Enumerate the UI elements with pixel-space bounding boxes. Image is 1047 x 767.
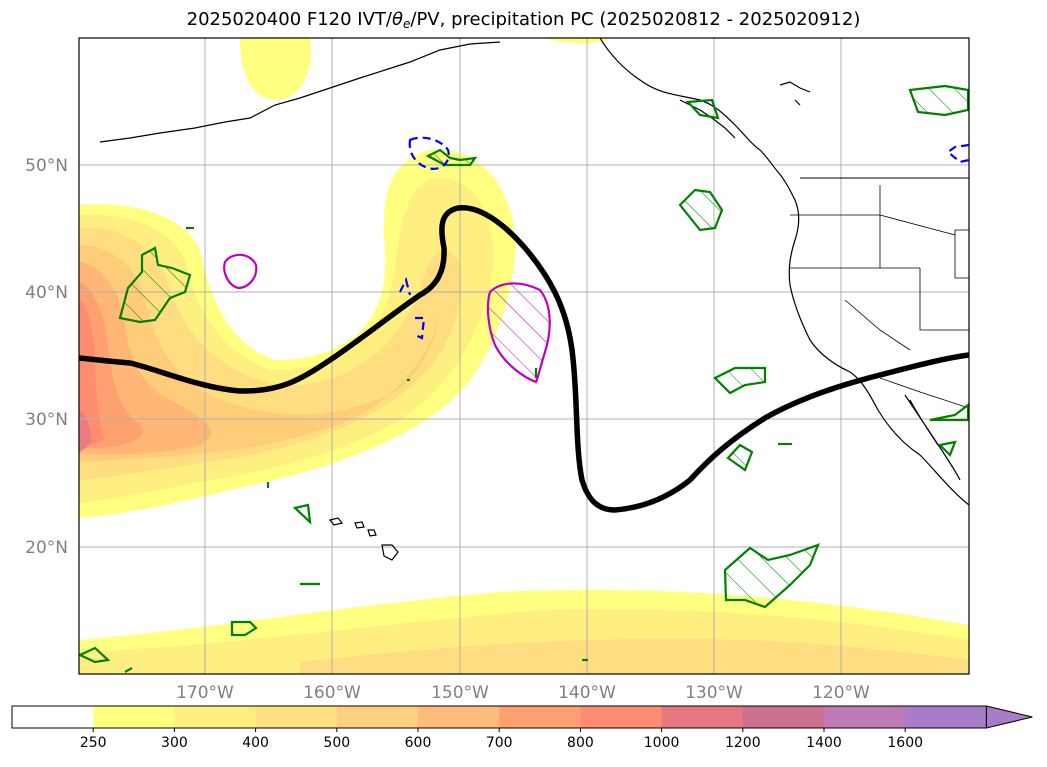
- precip-positive: [79, 84, 969, 673]
- colorbar-tick-label: 500: [323, 735, 350, 751]
- colorbar-segment: [824, 706, 906, 728]
- precip-region: [726, 443, 754, 472]
- ivt-band-800: [79, 300, 104, 446]
- colorbar-tick-label: 800: [567, 735, 594, 751]
- precip-region: [292, 503, 312, 525]
- lon-label: 130°W: [685, 683, 743, 703]
- colorbar-segment: [12, 706, 94, 728]
- lon-label: 150°W: [431, 683, 489, 703]
- lat-label: 50°N: [25, 156, 68, 176]
- precip-region: [685, 98, 720, 120]
- precip-region: [723, 543, 820, 609]
- colorbar-segment: [661, 706, 744, 728]
- lon-label: 170°W: [176, 683, 234, 703]
- pv-contour: [79, 205, 969, 513]
- colorbar-tick-label: 600: [405, 735, 432, 751]
- precip-negative: [399, 136, 969, 340]
- colorbar-tick-label: 1200: [725, 735, 761, 751]
- lon-label: 120°W: [812, 683, 870, 703]
- colorbar-segment: [174, 706, 257, 728]
- colorbar-segment: [255, 706, 338, 728]
- ivt-band-1000: [79, 410, 92, 452]
- precip-negative-region: [946, 143, 969, 164]
- colorbar-tick-label: 250: [80, 735, 107, 751]
- ivt-north-patch: [240, 38, 312, 101]
- colorbar: 250 300 400 500 600 700 800 1000 1200 1400 1600: [11, 705, 1033, 751]
- lat-label: 40°N: [25, 283, 68, 303]
- coastlines: [99, 38, 969, 506]
- colorbar-segment: [336, 706, 419, 728]
- colorbar-tick-label: 1000: [644, 735, 680, 751]
- lat-labels: 50°N 40°N 30°N 20°N: [25, 156, 68, 558]
- map-area: [79, 38, 969, 674]
- colorbar-segment: [93, 706, 175, 728]
- colorbar-extend-arrow: [985, 705, 1033, 729]
- ivt-south-band-400: [300, 638, 969, 674]
- lon-labels: 170°W 160°W 150°W 140°W 130°W 120°W: [176, 683, 870, 703]
- precip-region: [425, 148, 478, 167]
- lat-label: 30°N: [25, 410, 68, 430]
- aleutian-arc: [99, 41, 501, 143]
- baja-coast: [904, 394, 961, 481]
- colorbar-segment: [742, 706, 825, 728]
- mexico-border: [879, 377, 969, 409]
- colorbar-tick-label: 700: [486, 735, 513, 751]
- ivt-north-patch-2: [545, 38, 610, 44]
- state-borders: [790, 185, 969, 351]
- lat-label: 20°N: [25, 538, 68, 558]
- precip-region: [937, 440, 957, 457]
- colorbar-segment: [905, 706, 987, 728]
- precip-region: [678, 188, 724, 232]
- precip-region: [118, 246, 192, 324]
- precip-negative-region: [408, 136, 450, 170]
- colorbar-segment: [418, 706, 500, 728]
- precip-strong-region: [223, 253, 258, 290]
- precip-region: [79, 646, 111, 664]
- precip-negative-region: [414, 316, 426, 340]
- colorbar-segment: [580, 706, 663, 728]
- alaska-islands: [779, 81, 811, 106]
- hawaii-islands: [328, 517, 399, 561]
- map-frame: [78, 37, 970, 675]
- precip-negative-region: [399, 276, 412, 296]
- lon-label: 140°W: [558, 683, 616, 703]
- precip-strong: [223, 253, 551, 384]
- precip-region: [929, 402, 969, 422]
- precip-region: [908, 84, 969, 117]
- precip-strong-region: [486, 282, 551, 384]
- colorbar-tick-label: 300: [161, 735, 188, 751]
- page-title: 2025020400 F120 IVT/θe/PV, precipitation…: [186, 9, 861, 31]
- colorbar-tick-label: 400: [242, 735, 269, 751]
- colorbar-tick-label: 1600: [887, 735, 923, 751]
- precip-region: [124, 667, 133, 673]
- precip-region: [713, 366, 767, 395]
- colorbar-tick-label: 1400: [806, 735, 842, 751]
- ivt-shading: [79, 38, 969, 674]
- colorbar-segment: [499, 706, 581, 728]
- precip-region: [230, 620, 258, 637]
- lon-label: 160°W: [303, 683, 361, 703]
